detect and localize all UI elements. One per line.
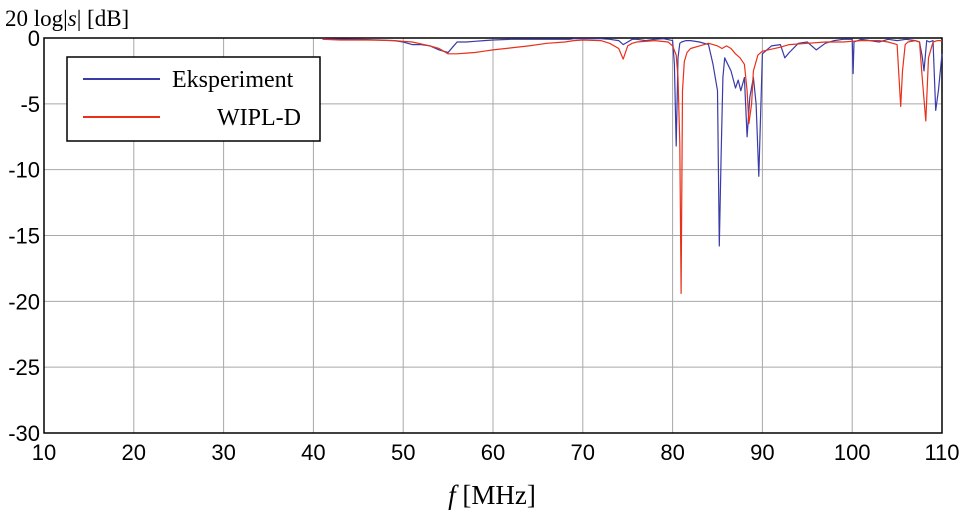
x-tick-label: 100 (834, 440, 871, 465)
x-axis-label: f [MHz] (448, 480, 536, 510)
x-tick-label: 110 (924, 440, 959, 465)
x-tick-label: 30 (211, 440, 235, 465)
legend-label-wipl-d: WIPL-D (217, 105, 301, 131)
y-tick-label: -10 (8, 158, 40, 183)
legend: Eksperiment WIPL-D (66, 56, 321, 142)
x-tick-label: 70 (571, 440, 595, 465)
y-tick-label: -5 (20, 92, 40, 117)
y-tick-label: -20 (8, 289, 40, 314)
x-tick-label: 80 (660, 440, 684, 465)
x-tick-label: 90 (750, 440, 774, 465)
y-tick-label: -25 (8, 355, 40, 380)
y-tick-label: 0 (28, 26, 40, 51)
series-line-eksperiment (322, 38, 943, 247)
series-line-wipl-d (322, 38, 942, 294)
legend-label-eksperiment: Eksperiment (172, 67, 294, 93)
x-tick-label: 10 (32, 440, 56, 465)
y-axis-label: 20 log|s| [dB] (5, 6, 129, 31)
y-tick-label: -15 (8, 224, 40, 249)
x-tick-label: 20 (122, 440, 146, 465)
y-tick-label: -30 (8, 421, 40, 446)
series-layer (322, 38, 943, 294)
legend-box (66, 56, 321, 142)
x-tick-label: 50 (391, 440, 415, 465)
x-tick-label: 40 (301, 440, 325, 465)
plot-frame (43, 37, 943, 434)
x-tick-labels: 10 20 30 40 50 60 70 80 90 100 110 (32, 440, 960, 465)
y-tick-labels: 0 -5 -10 -15 -20 -25 -30 (8, 26, 40, 446)
x-tick-label: 60 (481, 440, 505, 465)
